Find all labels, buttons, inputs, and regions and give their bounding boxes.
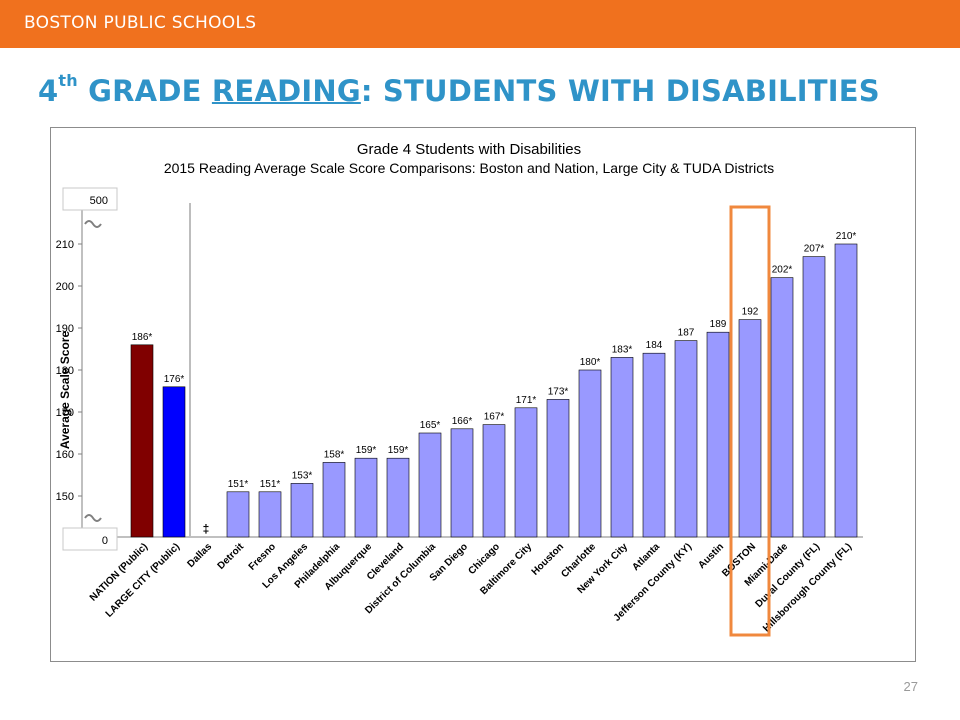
bar-value-label: 166*: [452, 416, 473, 427]
bar: [226, 491, 250, 538]
boston-highlight-box: [729, 205, 771, 637]
y-tick-label: 210: [56, 239, 74, 251]
y-tick-label: 200: [56, 281, 74, 293]
category-label: NATION (Public): [88, 541, 150, 603]
title-grade-word: GRADE: [77, 74, 212, 108]
y-tick-label: 190: [56, 323, 74, 335]
bar: [546, 399, 570, 538]
bar-value-label: 167*: [484, 412, 505, 423]
bar-value-label: 173*: [548, 386, 569, 397]
slide-title: 4th GRADE READING: STUDENTS WITH DISABIL…: [38, 71, 880, 108]
bar: [514, 407, 538, 538]
bar-value-label: 183*: [612, 344, 633, 355]
org-label: BOSTON PUBLIC SCHOOLS: [24, 13, 257, 33]
category-label: Fresno: [247, 541, 278, 572]
bar: [130, 344, 154, 538]
y-tick-label: 170: [56, 407, 74, 419]
title-rest: : STUDENTS WITH DISABILITIES: [360, 74, 880, 108]
chart-title: Grade 4 Students with Disabilities: [357, 141, 581, 158]
chart-frame: Grade 4 Students with Disabilities 2015 R…: [50, 127, 916, 662]
bar: [162, 386, 186, 538]
title-grade-number: 4: [38, 74, 59, 108]
bar-value-label: 159*: [388, 445, 409, 456]
bar-value-label: 151*: [228, 479, 249, 490]
bar-value-label: 210*: [836, 231, 857, 242]
page-number: 27: [903, 679, 918, 694]
category-label: Atlanta: [630, 541, 662, 573]
bar-value-label: ‡: [203, 522, 210, 536]
bar-value-label: 151*: [260, 479, 281, 490]
axis-break-label-top: 500: [90, 195, 108, 207]
bar-value-label: 207*: [804, 244, 825, 255]
bar-value-label: 153*: [292, 470, 313, 481]
bar: [610, 357, 634, 538]
bar: [674, 340, 698, 538]
bar-chart: Grade 4 Students with Disabilities 2015 R…: [56, 141, 863, 637]
bar-value-label: 202*: [772, 265, 793, 276]
bar-value-label: 165*: [420, 420, 441, 431]
bar-value-label: 187: [678, 328, 695, 339]
bar: [354, 457, 378, 538]
y-axis-label: Average Scale Score: [58, 331, 72, 450]
bar-value-label: 192: [742, 307, 759, 318]
axis-break-top-icon: [84, 220, 102, 228]
bar: [290, 483, 314, 538]
bar: [770, 277, 794, 538]
y-tick-label: 150: [56, 491, 74, 503]
bar: [578, 369, 602, 538]
y-tick-label: 180: [56, 365, 74, 377]
axis-break-label-bottom: 0: [102, 535, 108, 547]
bar-value-label: 171*: [516, 395, 537, 406]
title-ordinal-suffix: th: [58, 71, 78, 91]
bar-value-label: 158*: [324, 449, 345, 460]
bar: [706, 331, 730, 538]
bar: [738, 319, 762, 538]
category-label: Austin: [696, 541, 726, 571]
chart-subtitle: 2015 Reading Average Scale Score Compari…: [164, 160, 774, 176]
bar: [322, 462, 346, 538]
header-bar: BOSTON PUBLIC SCHOOLS: [0, 0, 960, 48]
bar: [386, 457, 410, 538]
bar-value-label: 186*: [132, 332, 153, 343]
category-label: Dallas: [186, 541, 215, 570]
bar: [482, 424, 506, 538]
bar: [258, 491, 282, 538]
bar-value-label: 176*: [164, 374, 185, 385]
bar: [802, 256, 826, 538]
bar-value-label: 159*: [356, 445, 377, 456]
axis-break-box-bottom: [62, 527, 118, 551]
bar-value-label: 189: [710, 319, 727, 330]
bar-value-label: 180*: [580, 357, 601, 368]
bar-value-label: 184: [646, 340, 663, 351]
bar: [450, 428, 474, 538]
y-tick-label: 160: [56, 449, 74, 461]
axis-break-box-top: [62, 187, 118, 211]
axis-break-bottom-icon: [84, 514, 102, 522]
bar: [418, 432, 442, 538]
category-label: Detroit: [216, 541, 247, 572]
bar: [834, 243, 858, 538]
bar: [642, 352, 666, 538]
title-subject: READING: [211, 74, 361, 108]
